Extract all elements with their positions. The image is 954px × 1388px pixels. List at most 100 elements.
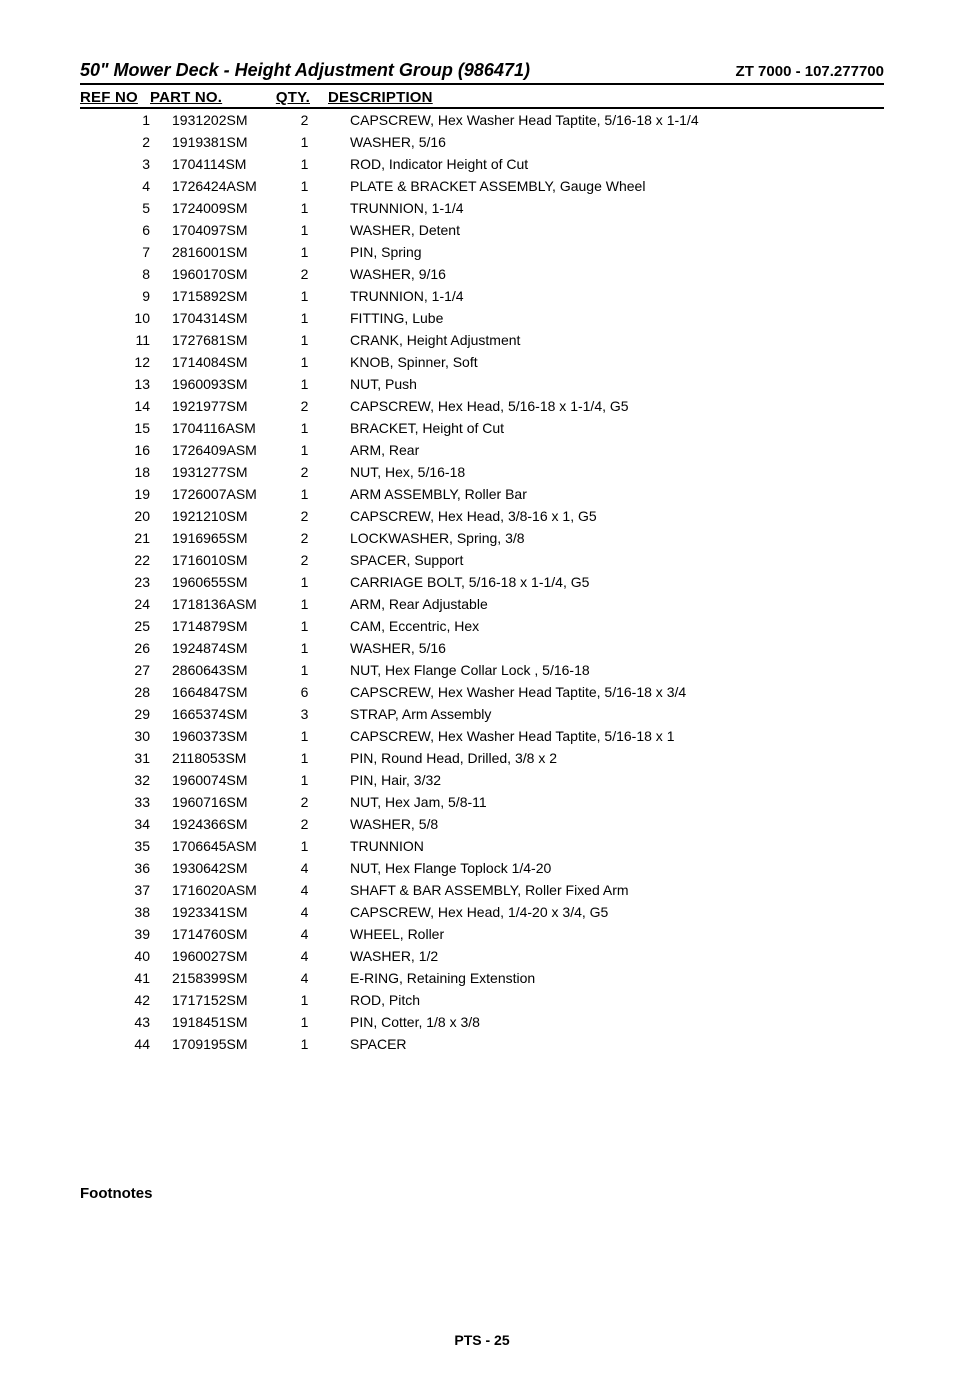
cell-qty: 2 <box>277 395 350 417</box>
cell-qty: 1 <box>277 351 350 373</box>
cell-part: 1726409ASM <box>172 439 277 461</box>
cell-part: 1919381SM <box>172 131 277 153</box>
cell-ref: 8 <box>80 263 172 285</box>
cell-qty: 4 <box>277 945 350 967</box>
cell-part: 1706645ASM <box>172 835 277 857</box>
cell-qty: 1 <box>277 725 350 747</box>
cell-qty: 1 <box>277 1011 350 1033</box>
table-row: 221716010SM2SPACER, Support <box>80 549 884 571</box>
cell-desc: CAPSCREW, Hex Washer Head Taptite, 5/16-… <box>350 681 884 703</box>
cell-ref: 23 <box>80 571 172 593</box>
cell-desc: WASHER, Detent <box>350 219 884 241</box>
cell-qty: 1 <box>277 615 350 637</box>
cell-desc: CAPSCREW, Hex Washer Head Taptite, 5/16-… <box>350 725 884 747</box>
table-row: 101704314SM1FITTING, Lube <box>80 307 884 329</box>
cell-ref: 24 <box>80 593 172 615</box>
table-row: 441709195SM1SPACER <box>80 1033 884 1055</box>
table-row: 421717152SM1ROD, Pitch <box>80 989 884 1011</box>
col-header-part: PART NO. <box>150 89 255 106</box>
table-row: 351706645ASM1TRUNNION <box>80 835 884 857</box>
cell-desc: FITTING, Lube <box>350 307 884 329</box>
table-row: 11931202SM2CAPSCREW, Hex Washer Head Tap… <box>80 109 884 131</box>
table-row: 81960170SM2WASHER, 9/16 <box>80 263 884 285</box>
cell-desc: SPACER <box>350 1033 884 1055</box>
cell-desc: ARM, Rear <box>350 439 884 461</box>
cell-part: 1704114SM <box>172 153 277 175</box>
cell-ref: 18 <box>80 461 172 483</box>
cell-desc: PIN, Round Head, Drilled, 3/8 x 2 <box>350 747 884 769</box>
cell-ref: 4 <box>80 175 172 197</box>
table-row: 291665374SM3STRAP, Arm Assembly <box>80 703 884 725</box>
cell-ref: 40 <box>80 945 172 967</box>
cell-ref: 11 <box>80 329 172 351</box>
table-row: 141921977SM2CAPSCREW, Hex Head, 5/16-18 … <box>80 395 884 417</box>
cell-ref: 35 <box>80 835 172 857</box>
cell-desc: TRUNNION, 1-1/4 <box>350 197 884 219</box>
cell-qty: 2 <box>277 813 350 835</box>
table-row: 412158399SM4E-RING, Retaining Extenstion <box>80 967 884 989</box>
cell-qty: 1 <box>277 1033 350 1055</box>
cell-desc: CAPSCREW, Hex Head, 3/8-16 x 1, G5 <box>350 505 884 527</box>
cell-desc: STRAP, Arm Assembly <box>350 703 884 725</box>
cell-part: 1960373SM <box>172 725 277 747</box>
cell-part: 1918451SM <box>172 1011 277 1033</box>
cell-part: 1726007ASM <box>172 483 277 505</box>
cell-desc: E-RING, Retaining Extenstion <box>350 967 884 989</box>
cell-part: 1714760SM <box>172 923 277 945</box>
cell-desc: WASHER, 1/2 <box>350 945 884 967</box>
table-row: 431918451SM1PIN, Cotter, 1/8 x 3/8 <box>80 1011 884 1033</box>
cell-part: 1727681SM <box>172 329 277 351</box>
cell-qty: 4 <box>277 967 350 989</box>
cell-part: 1960093SM <box>172 373 277 395</box>
cell-desc: CAM, Eccentric, Hex <box>350 615 884 637</box>
cell-qty: 1 <box>277 483 350 505</box>
cell-ref: 16 <box>80 439 172 461</box>
cell-ref: 3 <box>80 153 172 175</box>
cell-part: 1916965SM <box>172 527 277 549</box>
cell-ref: 29 <box>80 703 172 725</box>
cell-qty: 2 <box>277 109 350 131</box>
cell-part: 1718136ASM <box>172 593 277 615</box>
cell-qty: 1 <box>277 417 350 439</box>
cell-ref: 10 <box>80 307 172 329</box>
cell-desc: WASHER, 5/8 <box>350 813 884 835</box>
table-row: 331960716SM2NUT, Hex Jam, 5/8-11 <box>80 791 884 813</box>
cell-part: 1931277SM <box>172 461 277 483</box>
cell-qty: 4 <box>277 923 350 945</box>
header-row: 50" Mower Deck - Height Adjustment Group… <box>80 60 884 85</box>
cell-ref: 13 <box>80 373 172 395</box>
cell-ref: 5 <box>80 197 172 219</box>
cell-ref: 2 <box>80 131 172 153</box>
cell-qty: 1 <box>277 747 350 769</box>
cell-qty: 1 <box>277 373 350 395</box>
cell-ref: 43 <box>80 1011 172 1033</box>
cell-part: 1714879SM <box>172 615 277 637</box>
page: 50" Mower Deck - Height Adjustment Group… <box>0 0 954 1388</box>
cell-part: 1716020ASM <box>172 879 277 901</box>
cell-qty: 1 <box>277 989 350 1011</box>
cell-part: 1960074SM <box>172 769 277 791</box>
cell-desc: PLATE & BRACKET ASSEMBLY, Gauge Wheel <box>350 175 884 197</box>
cell-desc: ROD, Indicator Height of Cut <box>350 153 884 175</box>
cell-qty: 1 <box>277 593 350 615</box>
cell-qty: 1 <box>277 131 350 153</box>
cell-part: 2118053SM <box>172 747 277 769</box>
table-row: 31704114SM1ROD, Indicator Height of Cut <box>80 153 884 175</box>
table-row: 72816001SM1PIN, Spring <box>80 241 884 263</box>
cell-desc: SPACER, Support <box>350 549 884 571</box>
cell-ref: 28 <box>80 681 172 703</box>
cell-qty: 1 <box>277 175 350 197</box>
cell-desc: NUT, Push <box>350 373 884 395</box>
cell-ref: 20 <box>80 505 172 527</box>
table-row: 321960074SM1PIN, Hair, 3/32 <box>80 769 884 791</box>
table-row: 312118053SM1PIN, Round Head, Drilled, 3/… <box>80 747 884 769</box>
cell-part: 1716010SM <box>172 549 277 571</box>
cell-ref: 44 <box>80 1033 172 1055</box>
table-row: 241718136ASM1ARM, Rear Adjustable <box>80 593 884 615</box>
cell-desc: CAPSCREW, Hex Head, 5/16-18 x 1-1/4, G5 <box>350 395 884 417</box>
cell-desc: ARM, Rear Adjustable <box>350 593 884 615</box>
table-row: 231960655SM1CARRIAGE BOLT, 5/16-18 x 1-1… <box>80 571 884 593</box>
cell-ref: 34 <box>80 813 172 835</box>
cell-ref: 30 <box>80 725 172 747</box>
cell-qty: 1 <box>277 153 350 175</box>
